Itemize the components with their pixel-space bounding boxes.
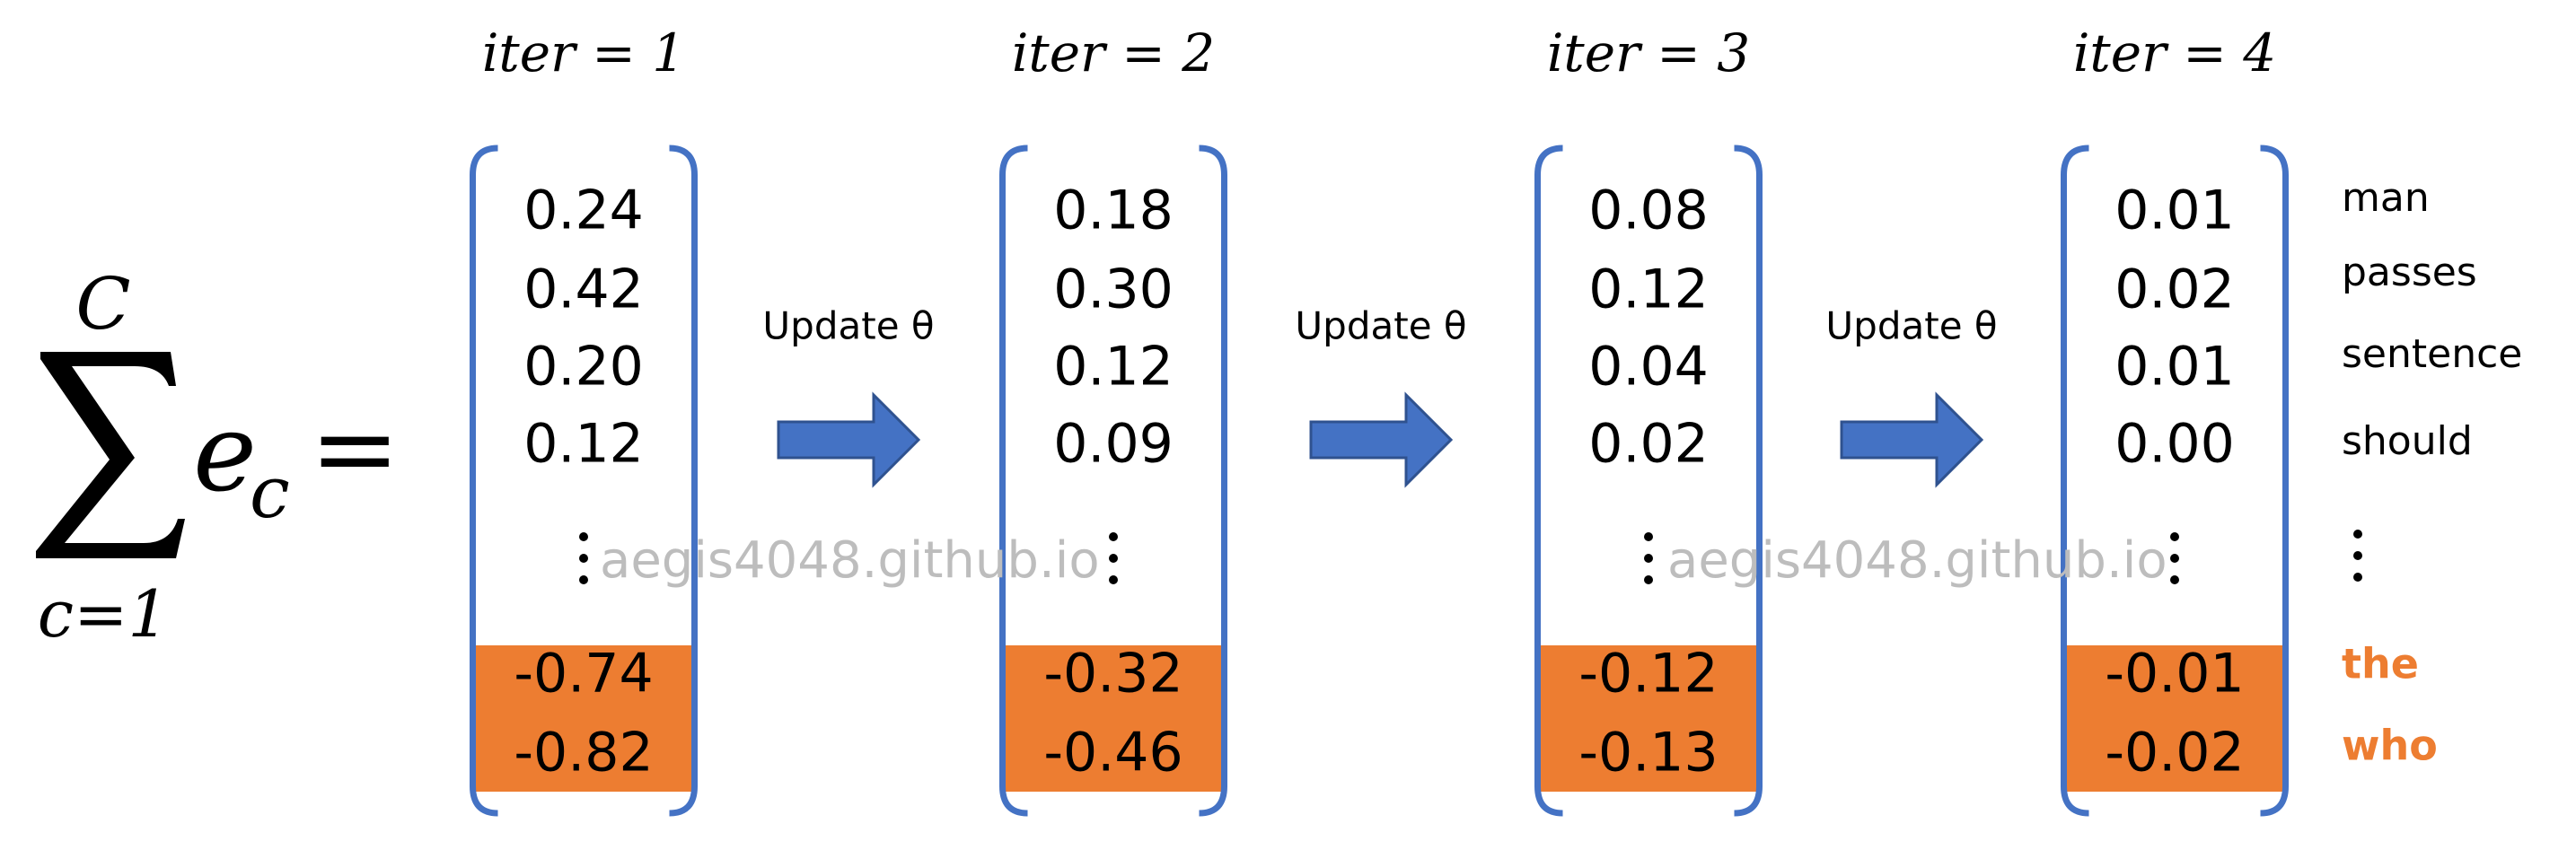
ellipsis-dot [1644,575,1653,584]
ellipsis-dot [1644,554,1653,563]
bracket-left [2061,145,2089,817]
value: 0.02 [1588,413,1709,476]
highlight-band [1540,645,1757,792]
highlighted-value: -0.74 [514,643,653,705]
value: 0.00 [2114,413,2235,476]
iter-label: iter = 2 [1012,22,1215,83]
arrow [1840,391,1984,488]
ellipsis-dot [1109,575,1118,584]
value: 0.42 [523,259,644,321]
highlighted-word: the [2342,640,2419,688]
ellipsis-dot [2170,554,2179,563]
highlighted-value: -0.12 [1578,643,1718,705]
highlighted-word: who [2342,722,2438,770]
update-label: Update θ [762,304,934,348]
ellipsis-dot [2170,575,2179,584]
sum-term: e [193,391,257,516]
ellipsis-dot [2353,573,2362,582]
iter-label: iter = 1 [482,22,685,83]
update-label: Update θ [1295,304,1466,348]
ellipsis-dot [1644,532,1653,541]
value: 0.18 [1053,180,1174,242]
value: 0.12 [523,413,644,476]
highlighted-value: -0.82 [514,722,653,784]
sigma [36,352,185,558]
highlight-band [1005,645,1222,792]
ellipsis-dot [579,575,588,584]
arrow [777,391,921,488]
highlighted-value: -0.01 [2105,643,2244,705]
ellipsis-dot [2170,532,2179,541]
bracket-right [1734,145,1763,817]
bracket-left [1534,145,1563,817]
iter-label: iter = 4 [2073,22,2276,83]
bracket-left [470,145,498,817]
highlight-band [475,645,692,792]
highlighted-value: -0.02 [2105,722,2244,784]
watermark: aegis4048.github.io [600,531,1100,590]
bracket-right [669,145,698,817]
bracket-right [1199,145,1227,817]
sum-lower: c=1 [38,576,169,652]
value: 0.24 [523,180,644,242]
ellipsis-dot [2353,530,2362,539]
ellipsis-dot [579,554,588,563]
bracket-right [2260,145,2289,817]
value: 0.30 [1053,259,1174,321]
sum-subscript: c [250,451,290,534]
value: 0.01 [2114,180,2235,242]
word: should [2342,418,2473,464]
ellipsis-dot [1109,532,1118,541]
bracket-left [999,145,1028,817]
ellipsis-dot [2353,551,2362,560]
arrow [1309,391,1454,488]
sum-upper: C [75,262,130,346]
ellipsis-dot [1109,554,1118,563]
value: 0.02 [2114,259,2235,321]
word: sentence [2342,331,2522,377]
value: 0.08 [1588,180,1709,242]
highlighted-value: -0.32 [1043,643,1182,705]
iter-label: iter = 3 [1547,22,1750,83]
equals: = [310,387,400,512]
value: 0.20 [523,336,644,399]
value: 0.04 [1588,336,1709,399]
value: 0.01 [2114,336,2235,399]
highlight-band [2066,645,2283,792]
highlighted-value: -0.46 [1043,722,1182,784]
highlighted-value: -0.13 [1578,722,1718,784]
update-label: Update θ [1825,304,1997,348]
value: 0.12 [1053,336,1174,399]
word: man [2342,175,2430,221]
value: 0.12 [1588,259,1709,321]
value: 0.09 [1053,413,1174,476]
ellipsis-dot [579,532,588,541]
word: passes [2342,250,2477,295]
watermark: aegis4048.github.io [1667,531,2167,590]
